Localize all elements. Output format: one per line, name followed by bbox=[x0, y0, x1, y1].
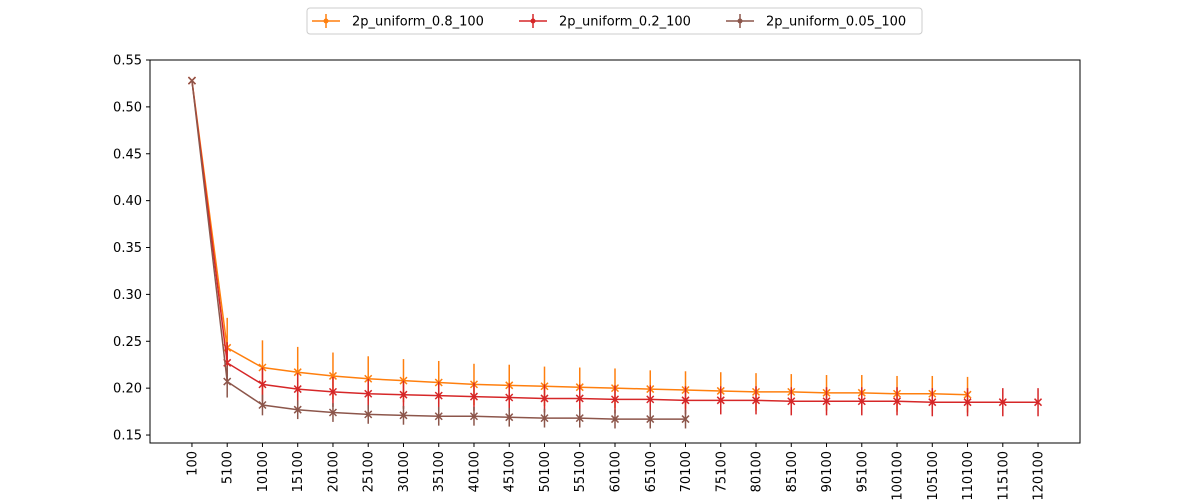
x-tick-label: 20100 bbox=[326, 451, 341, 492]
y-tick-label: 0.55 bbox=[113, 54, 142, 69]
series-line bbox=[191, 80, 968, 396]
point-marker bbox=[646, 395, 655, 404]
point-marker bbox=[787, 397, 796, 406]
point-marker bbox=[540, 414, 549, 423]
point-marker bbox=[223, 377, 232, 386]
legend-label: 2p_uniform_0.05_100 bbox=[766, 15, 906, 30]
y-tick-label: 0.45 bbox=[113, 147, 142, 162]
point-marker bbox=[928, 398, 937, 407]
x-tick-label: 85100 bbox=[785, 451, 800, 492]
point-marker bbox=[610, 415, 620, 424]
legend-box bbox=[306, 7, 923, 35]
point-marker bbox=[258, 380, 267, 389]
x-tick-label: 10100 bbox=[256, 451, 271, 492]
legend-label: 2p_uniform_0.2_100 bbox=[559, 15, 691, 30]
y-tick-label: 0.15 bbox=[113, 429, 142, 444]
point-marker bbox=[505, 413, 514, 422]
x-tick-label: 95100 bbox=[855, 451, 870, 492]
x-tick-label: 15100 bbox=[291, 451, 306, 492]
point-marker bbox=[364, 389, 373, 398]
point-marker bbox=[434, 412, 443, 421]
x-tick-label: 5100 bbox=[221, 451, 236, 484]
point-marker bbox=[293, 405, 302, 414]
y-tick-label: 0.50 bbox=[113, 100, 142, 115]
x-tick-label: 110100 bbox=[961, 451, 976, 500]
legend-marker bbox=[737, 18, 743, 24]
point-marker bbox=[857, 397, 866, 406]
point-marker bbox=[399, 376, 408, 385]
point-marker bbox=[258, 400, 267, 410]
point-marker bbox=[328, 371, 337, 380]
point-marker bbox=[293, 385, 302, 394]
point-marker bbox=[681, 415, 690, 424]
y-tick-label: 0.30 bbox=[113, 288, 142, 303]
y-tick-label: 0.35 bbox=[113, 241, 142, 256]
series-line bbox=[191, 80, 1039, 403]
point-marker bbox=[822, 397, 831, 406]
x-tick-label: 25100 bbox=[362, 451, 377, 492]
x-tick-label: 40100 bbox=[467, 451, 482, 492]
point-marker bbox=[469, 412, 479, 421]
point-marker bbox=[469, 392, 479, 401]
point-marker bbox=[399, 411, 408, 420]
legend-marker bbox=[323, 18, 329, 24]
point-marker bbox=[1034, 398, 1043, 407]
point-marker bbox=[575, 394, 584, 403]
point-marker bbox=[751, 396, 761, 405]
x-tick-label: 90100 bbox=[820, 451, 835, 492]
point-marker bbox=[646, 415, 655, 424]
point-marker bbox=[540, 394, 549, 403]
legend-marker bbox=[530, 18, 536, 24]
y-tick-label: 0.40 bbox=[113, 194, 142, 209]
point-marker bbox=[893, 397, 902, 406]
x-tick-label: 50100 bbox=[538, 451, 553, 492]
point-marker bbox=[328, 408, 337, 417]
x-tick-label: 30100 bbox=[397, 451, 412, 492]
x-tick-label: 70100 bbox=[679, 451, 694, 492]
point-marker bbox=[998, 398, 1007, 407]
y-tick-label: 0.25 bbox=[113, 335, 142, 350]
x-tick-label: 115100 bbox=[996, 451, 1011, 500]
legend-label: 2p_uniform_0.8_100 bbox=[352, 15, 484, 30]
point-marker bbox=[963, 398, 972, 407]
x-tick-label: 55100 bbox=[573, 451, 588, 492]
x-tick-label: 105100 bbox=[926, 451, 941, 500]
point-marker bbox=[293, 368, 302, 377]
x-tick-label: 80100 bbox=[750, 451, 765, 492]
x-tick-label: 75100 bbox=[714, 451, 729, 492]
x-tick-label: 35100 bbox=[432, 451, 447, 492]
point-marker bbox=[328, 387, 337, 396]
x-tick-label: 100100 bbox=[891, 451, 906, 500]
point-marker bbox=[716, 396, 725, 405]
point-marker bbox=[399, 390, 408, 399]
point-marker bbox=[434, 391, 443, 400]
point-marker bbox=[575, 414, 584, 423]
point-marker bbox=[681, 396, 690, 405]
x-tick-label: 60100 bbox=[609, 451, 624, 492]
x-tick-label: 100 bbox=[185, 451, 200, 476]
point-marker bbox=[505, 393, 514, 402]
x-tick-label: 65100 bbox=[644, 451, 659, 492]
point-marker bbox=[364, 410, 373, 419]
x-tick-label: 120100 bbox=[1032, 451, 1047, 500]
point-marker bbox=[610, 395, 620, 404]
x-tick-label: 45100 bbox=[503, 451, 518, 492]
point-marker bbox=[258, 363, 267, 372]
point-marker bbox=[187, 76, 196, 85]
y-tick-label: 0.20 bbox=[113, 382, 142, 397]
